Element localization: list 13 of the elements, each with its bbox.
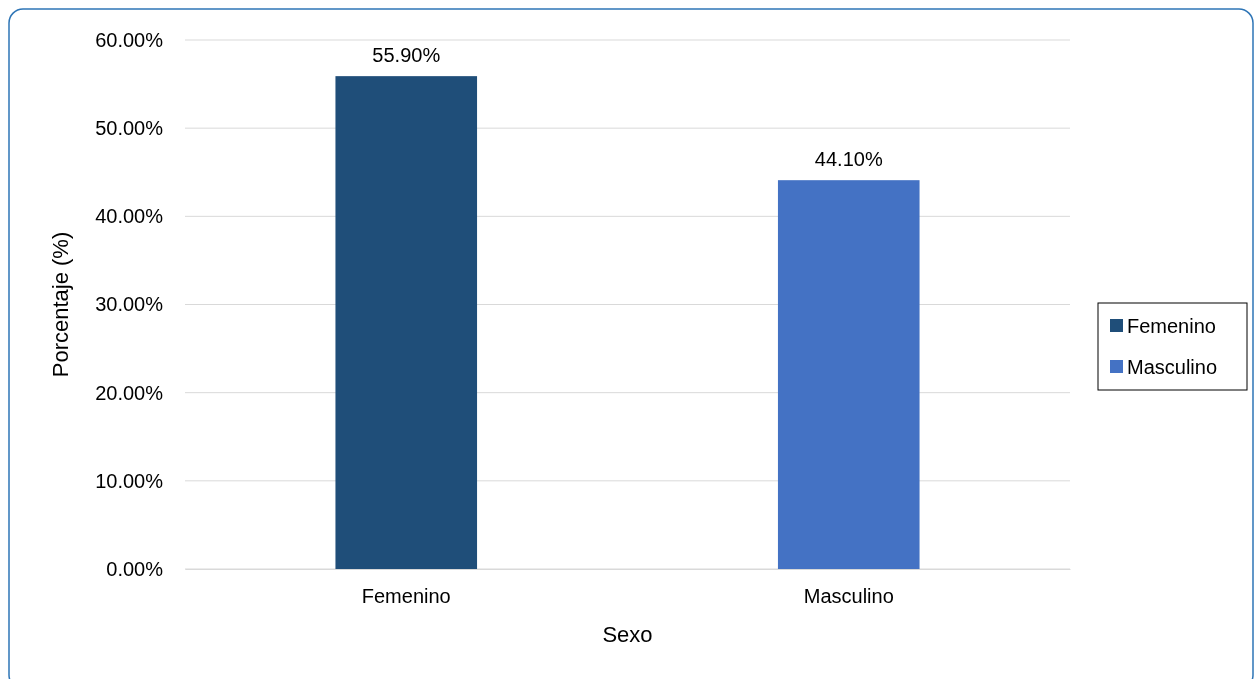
x-axis-title: Sexo xyxy=(602,622,653,647)
y-tick-label: 30.00% xyxy=(95,293,164,316)
y-tick-label: 50.00% xyxy=(95,117,164,140)
y-tick-label: 20.00% xyxy=(95,381,164,404)
legend-label: Masculino xyxy=(1127,356,1218,378)
y-tick-label: 60.00% xyxy=(95,28,164,51)
y-tick-label: 10.00% xyxy=(95,469,164,492)
data-label: 44.10% xyxy=(814,148,883,171)
data-label: 55.90% xyxy=(372,44,441,67)
y-tick-label: 0.00% xyxy=(106,557,164,580)
legend-label: Femenino xyxy=(1127,315,1216,337)
y-tick-label: 40.00% xyxy=(95,205,164,228)
y-axis-title: Porcentaje (%) xyxy=(48,231,73,378)
